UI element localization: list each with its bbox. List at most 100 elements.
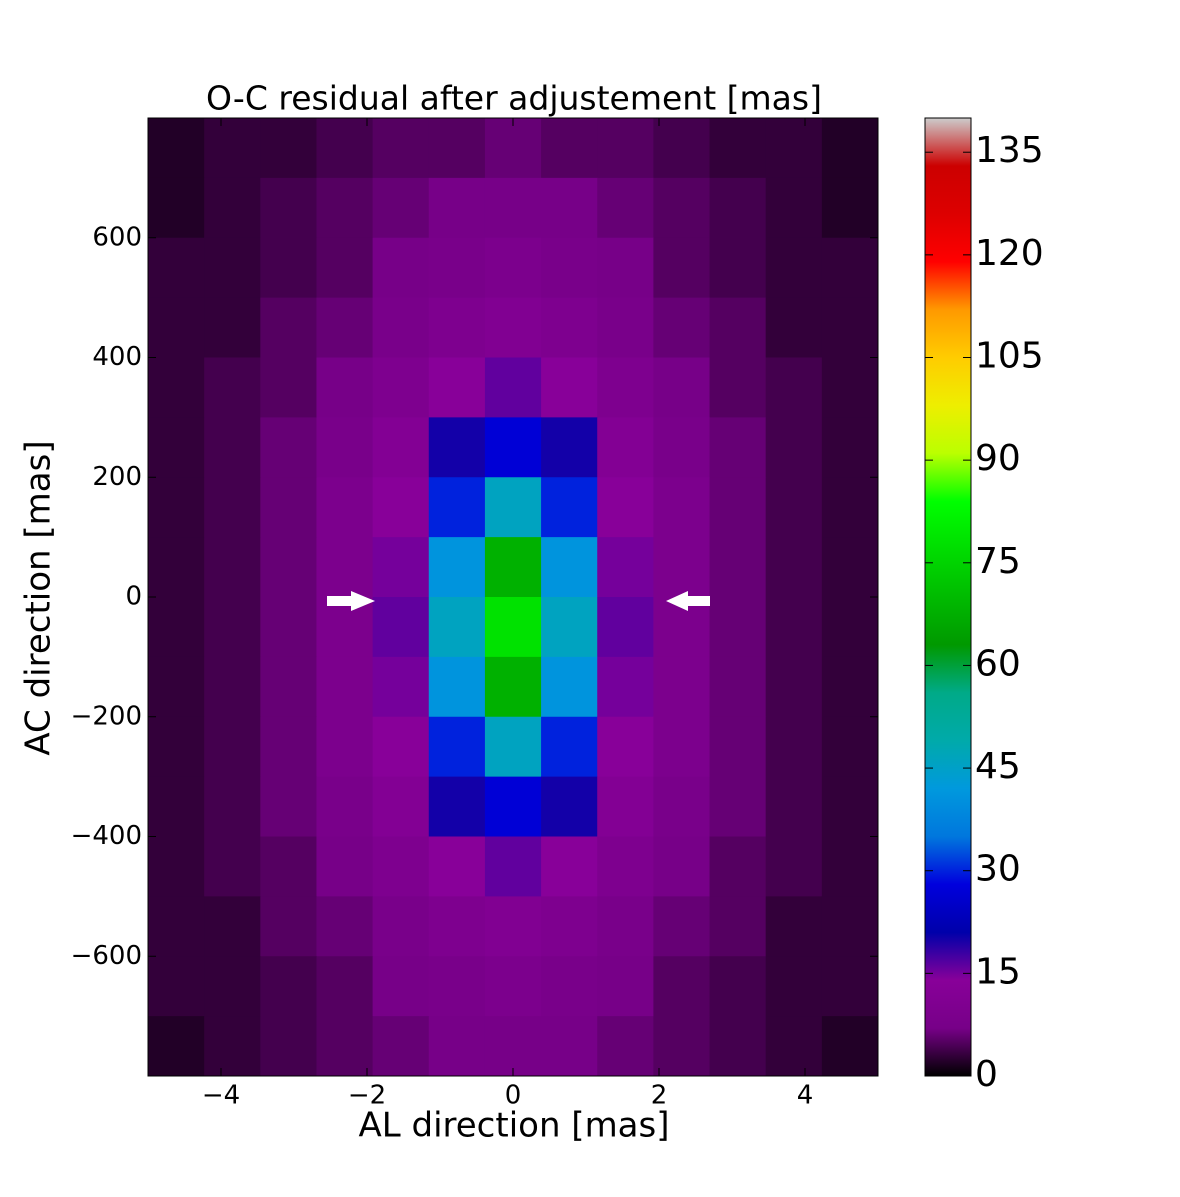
heatmap-cell <box>316 118 374 179</box>
heatmap-cell <box>821 297 879 358</box>
heatmap-cell <box>597 1016 654 1077</box>
heatmap-cell <box>316 1016 374 1077</box>
heatmap-cell <box>653 237 711 299</box>
heatmap-cell <box>597 896 654 957</box>
heatmap-cell <box>541 656 598 718</box>
heatmap-cell <box>260 357 317 418</box>
heatmap-cell <box>709 776 767 837</box>
heatmap-cell <box>709 896 767 957</box>
heatmap-cell <box>148 417 205 478</box>
x-tick-label: −4 <box>202 1081 240 1111</box>
heatmap-cell <box>597 357 654 418</box>
heatmap-cell <box>260 896 317 957</box>
heatmap-cell <box>541 357 598 418</box>
heatmap-cell <box>484 537 542 598</box>
heatmap-cell <box>428 716 486 778</box>
heatmap-cell <box>428 1016 486 1077</box>
heatmap-cell <box>148 357 205 418</box>
heatmap-cell <box>597 477 654 538</box>
heatmap-cell <box>821 417 879 478</box>
heatmap-cell <box>148 297 205 358</box>
heatmap-cell <box>316 357 374 418</box>
y-tick-label: −200 <box>71 701 142 731</box>
heatmap-cell <box>709 417 767 478</box>
heatmap-cell <box>653 177 711 239</box>
heatmap-cell <box>765 716 823 778</box>
heatmap-cell <box>148 1016 205 1077</box>
heatmap-cell <box>316 776 374 837</box>
heatmap-cell <box>204 237 261 299</box>
heatmap-cell <box>372 1016 430 1077</box>
heatmap-cell <box>428 417 486 478</box>
heatmap-cell <box>372 956 430 1017</box>
colorbar-tick-label: 60 <box>975 643 1021 684</box>
heatmap-cell <box>316 477 374 538</box>
heatmap-cell <box>541 956 598 1017</box>
heatmap-cell <box>765 1016 823 1077</box>
heatmap-cell <box>372 237 430 299</box>
heatmap-cell <box>541 237 598 299</box>
x-tick-label: 4 <box>797 1081 814 1111</box>
heatmap-cell <box>428 956 486 1017</box>
heatmap-cell <box>541 776 598 837</box>
heatmap-cell <box>260 776 317 837</box>
heatmap-cell <box>653 537 711 598</box>
heatmap-cell <box>765 896 823 957</box>
heatmap-cell <box>428 237 486 299</box>
heatmap-cell <box>316 177 374 239</box>
heatmap-cell <box>372 177 430 239</box>
heatmap-cell <box>597 956 654 1017</box>
heatmap-cell <box>541 537 598 598</box>
heatmap-cell <box>204 537 261 598</box>
heatmap-cell <box>260 237 317 299</box>
heatmap-cell <box>765 956 823 1017</box>
colorbar-tick-label: 105 <box>975 336 1044 377</box>
heatmap-cell <box>821 177 879 239</box>
heatmap-cell <box>484 237 542 299</box>
heatmap-cell <box>597 177 654 239</box>
heatmap-cell <box>484 297 542 358</box>
heatmap-cell <box>260 118 317 179</box>
colorbar-tick-label: 120 <box>975 233 1044 274</box>
heatmap-cell <box>765 237 823 299</box>
heatmap-cell <box>653 1016 711 1077</box>
heatmap-cell <box>821 716 879 778</box>
heatmap-cell <box>148 776 205 837</box>
heatmap-cell <box>204 896 261 957</box>
heatmap-cell <box>821 477 879 538</box>
arrow-left <box>327 591 375 611</box>
heatmap-cell <box>204 477 261 538</box>
heatmap-cell <box>316 896 374 957</box>
heatmap-cell <box>204 716 261 778</box>
heatmap-cell <box>148 836 205 897</box>
x-tick-label: 2 <box>651 1081 668 1111</box>
heatmap-cell <box>709 297 767 358</box>
heatmap-cell <box>765 836 823 897</box>
heatmap-cell <box>148 537 205 598</box>
heatmap-cell <box>204 776 261 837</box>
heatmap-cell <box>372 656 430 718</box>
heatmap-cell <box>372 357 430 418</box>
heatmap-cell <box>821 836 879 897</box>
heatmap-cell <box>260 477 317 538</box>
heatmap-cell <box>597 776 654 837</box>
heatmap-cell <box>541 716 598 778</box>
heatmap-cell <box>316 417 374 478</box>
heatmap-cell <box>484 836 542 897</box>
chart-title: O-C residual after adjustement [mas] <box>206 79 822 118</box>
heatmap-cell <box>372 118 430 179</box>
heatmap-cell <box>765 357 823 418</box>
heatmap-cell <box>653 776 711 837</box>
heatmap-cell <box>204 597 261 658</box>
heatmap-cell <box>260 597 317 658</box>
heatmap-cell <box>597 836 654 897</box>
heatmap-cell <box>260 417 317 478</box>
heatmap-cell <box>260 956 317 1017</box>
heatmap-cell <box>709 237 767 299</box>
heatmap-cell <box>484 118 542 179</box>
heatmap-cell <box>484 896 542 957</box>
heatmap-cell <box>484 417 542 478</box>
colorbar <box>924 117 972 1077</box>
heatmap-cell <box>372 477 430 538</box>
heatmap-cell <box>821 956 879 1017</box>
